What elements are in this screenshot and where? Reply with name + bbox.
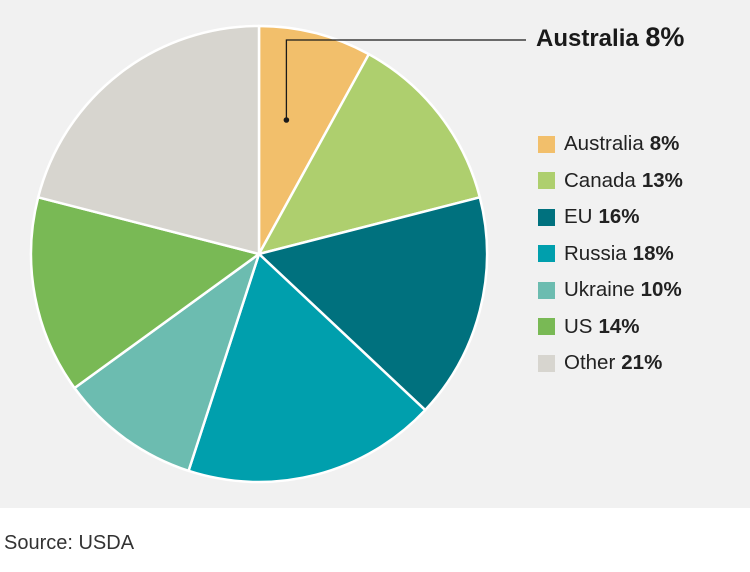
legend-swatch bbox=[538, 245, 555, 263]
legend-item-us: US 14% bbox=[538, 309, 683, 346]
legend-item-eu: EU 16% bbox=[538, 199, 683, 236]
legend-swatch bbox=[538, 281, 555, 299]
legend-swatch bbox=[538, 135, 555, 153]
legend-percent: 18% bbox=[632, 241, 674, 265]
legend-swatch bbox=[538, 208, 555, 226]
australia-callout: Australia 8% bbox=[536, 22, 684, 53]
legend-label: Canada bbox=[564, 168, 636, 192]
pie-slice-other bbox=[36, 24, 261, 256]
legend-label: Russia bbox=[564, 241, 627, 265]
legend-swatch bbox=[538, 354, 555, 372]
pie-slice-eu bbox=[257, 196, 489, 412]
pie-slice-us bbox=[29, 196, 261, 390]
legend-percent: 16% bbox=[598, 205, 640, 229]
legend-item-other: Other 21% bbox=[538, 345, 683, 382]
callout-dot bbox=[283, 117, 290, 123]
pie-slice-ukraine bbox=[73, 252, 261, 473]
legend-item-australia: Australia 8% bbox=[538, 126, 683, 163]
legend-percent: 13% bbox=[641, 168, 683, 192]
legend-item-russia: Russia 18% bbox=[538, 236, 683, 273]
legend-swatch bbox=[538, 172, 555, 190]
legend-percent: 14% bbox=[598, 314, 640, 338]
legend-label: EU bbox=[564, 205, 593, 229]
source-note: Source: USDA bbox=[4, 532, 135, 554]
legend-label: Australia bbox=[564, 132, 644, 156]
legend-item-ukraine: Ukraine 10% bbox=[538, 272, 683, 309]
pie-chart bbox=[29, 24, 526, 484]
legend-label: Ukraine bbox=[564, 278, 635, 302]
callout-label: Australia bbox=[536, 25, 639, 52]
callout-percent: 8% bbox=[645, 22, 685, 52]
legend-label: US bbox=[564, 314, 593, 338]
callout-leader-line bbox=[285, 39, 526, 120]
legend-percent: 10% bbox=[640, 278, 682, 302]
legend-percent: 21% bbox=[621, 351, 663, 375]
legend: Australia 8% Canada 13% EU 16% Russia 18… bbox=[538, 126, 683, 382]
legend-percent: 8% bbox=[649, 132, 680, 156]
legend-item-canada: Canada 13% bbox=[538, 163, 683, 200]
pie-slice-canada bbox=[257, 52, 482, 256]
legend-swatch bbox=[538, 318, 555, 336]
pie-slice-russia bbox=[187, 252, 427, 484]
legend-label: Other bbox=[564, 351, 616, 375]
